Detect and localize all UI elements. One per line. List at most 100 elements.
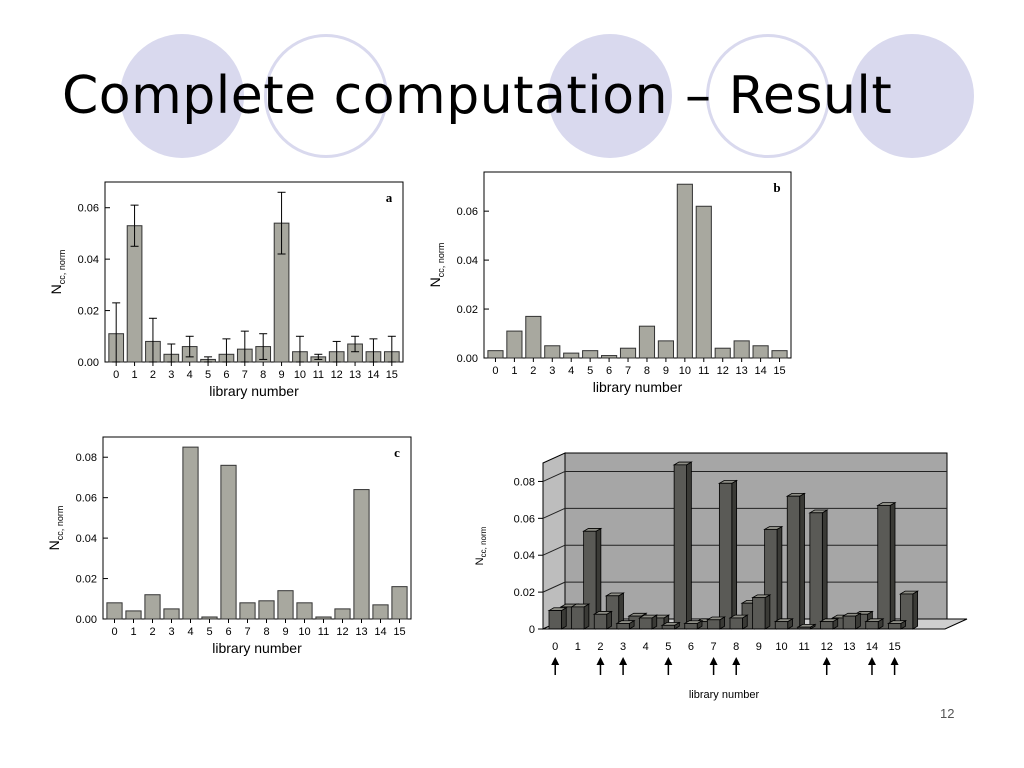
arrow-marker-head	[732, 657, 741, 665]
x-tick-label: 14	[754, 365, 766, 377]
x-tick-label: 9	[282, 626, 288, 638]
arrow-marker-head	[596, 657, 605, 665]
plot-frame	[104, 181, 404, 363]
x-tick-label: 12	[717, 365, 729, 377]
x-tick-label: 4	[187, 626, 193, 638]
bar-3d-front	[887, 623, 902, 630]
arrow-marker-head	[551, 657, 560, 665]
bar-3d-front	[548, 610, 562, 630]
x-tick-label: 0	[111, 626, 117, 638]
bar-3d-front	[752, 597, 766, 630]
bar-3d-back-side	[731, 479, 738, 630]
x-tick-label: 13	[843, 641, 855, 653]
x-tick-label: 6	[606, 365, 612, 377]
bar-3d-back	[718, 482, 733, 630]
bar-3d-back	[673, 464, 687, 630]
arrow-marker-head	[890, 657, 899, 665]
x-tick-label: 2	[149, 626, 155, 638]
y-tick-label: 0.06	[78, 203, 99, 215]
x-axis-label: library number	[212, 640, 302, 656]
x-tick-label: 12	[331, 369, 343, 381]
y-tick-label: 0.02	[514, 587, 535, 599]
arrow-marker-head	[867, 657, 876, 665]
x-tick-label: 14	[866, 641, 878, 653]
bar-3d-back-side	[821, 509, 828, 630]
x-tick-label: 2	[530, 365, 536, 377]
plot-frame	[102, 436, 412, 620]
x-tick-label: 9	[663, 365, 669, 377]
x-tick-label: 10	[298, 626, 310, 638]
y-tick-label: 0.08	[514, 476, 535, 488]
x-tick-label: 1	[132, 369, 138, 381]
x-tick-label: 11	[698, 365, 709, 377]
x-tick-label: 11	[318, 626, 329, 638]
arrow-marker-head	[619, 657, 628, 665]
bar-3d-front-side	[764, 594, 771, 630]
x-tick-label: 3	[168, 369, 174, 381]
bar-3d-front	[842, 615, 856, 630]
bar-3d-back-side	[686, 461, 692, 630]
y-tick-label: 0.00	[457, 353, 478, 365]
y-tick-label: 0.04	[78, 254, 99, 266]
x-tick-label: 3	[620, 641, 626, 653]
bar-3d-back	[809, 512, 823, 630]
x-tick-label: 0	[492, 365, 498, 377]
x-tick-label: 10	[775, 641, 787, 653]
bar-3d-front	[593, 613, 608, 630]
x-axis-label: library number	[209, 383, 299, 399]
x-axis-label: library number	[689, 689, 760, 701]
x-tick-label: 5	[205, 369, 211, 381]
x-tick-label: 3	[549, 365, 555, 377]
slide-title: Complete computation – Result	[62, 66, 893, 126]
x-tick-label: 2	[150, 369, 156, 381]
panel-label: a	[386, 190, 393, 205]
x-tick-label: 15	[773, 365, 785, 377]
x-tick-label: 5	[587, 365, 593, 377]
x-tick-label: 5	[665, 641, 671, 653]
y-tick-label: 0	[529, 624, 535, 636]
x-tick-label: 4	[568, 365, 574, 377]
bar-3d-front	[571, 606, 585, 630]
x-tick-label: 14	[374, 626, 386, 638]
x-tick-label: 0	[552, 641, 558, 653]
y-tick-label: 0.04	[514, 550, 535, 562]
arrow-marker-head	[822, 657, 831, 665]
gridline-side	[542, 507, 566, 519]
x-tick-label: 6	[223, 369, 229, 381]
panel-label: c	[394, 445, 400, 460]
y-axis-label-subscript: cc, norm	[57, 250, 67, 285]
decor-circle-5	[850, 34, 974, 158]
bar-3d-front	[661, 624, 675, 630]
x-tick-label: 7	[711, 641, 717, 653]
decor-circle-3	[548, 34, 672, 158]
arrow-marker-head	[709, 657, 718, 665]
x-tick-label: 9	[756, 641, 762, 653]
x-tick-label: 6	[688, 641, 694, 653]
x-tick-label: 8	[733, 641, 739, 653]
x-tick-label: 15	[393, 626, 405, 638]
y-axis-label-subscript: cc, norm	[55, 506, 65, 541]
y-tick-label: 0.02	[78, 306, 99, 318]
bar-3d-back-side	[889, 501, 896, 630]
bar-3d-back-side	[776, 525, 783, 630]
x-tick-label: 11	[798, 641, 809, 653]
x-tick-label: 2	[597, 641, 603, 653]
x-axis-label: library number	[593, 379, 683, 395]
bar-3d-front-side	[561, 607, 567, 630]
bar-3d-front	[865, 621, 879, 630]
bar-3d-front	[820, 621, 834, 630]
x-tick-label: 1	[130, 626, 136, 638]
decor-circle-1	[120, 34, 244, 158]
x-tick-label: 14	[367, 369, 379, 381]
y-tick-label: 0.06	[514, 513, 535, 525]
bar-3d-front	[774, 621, 789, 630]
x-tick-label: 11	[313, 369, 324, 381]
x-tick-label: 12	[821, 641, 833, 653]
x-tick-label: 13	[349, 369, 361, 381]
x-tick-label: 1	[511, 365, 517, 377]
y-tick-label: 0.02	[76, 574, 97, 586]
bar-3d-front	[684, 623, 698, 630]
x-tick-label: 4	[187, 369, 193, 381]
